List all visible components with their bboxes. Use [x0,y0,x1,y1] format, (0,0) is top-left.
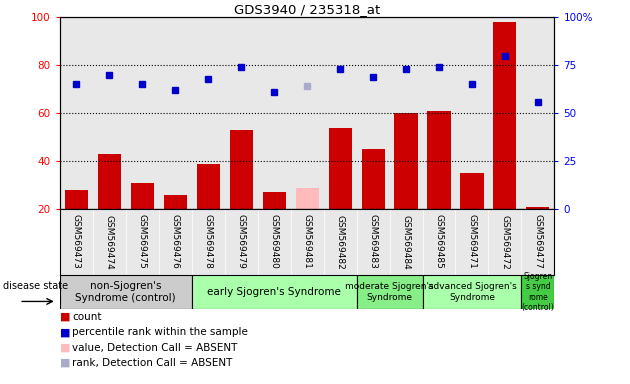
Text: GSM569480: GSM569480 [270,215,278,269]
Text: ■: ■ [60,312,71,322]
Text: Sjogren
s synd
rome
(control): Sjogren s synd rome (control) [522,272,554,312]
Bar [522,275,554,309]
Text: early Sjogren's Syndrome: early Sjogren's Syndrome [207,287,341,297]
Text: GSM569474: GSM569474 [105,215,114,269]
Text: rank, Detection Call = ABSENT: rank, Detection Call = ABSENT [72,358,233,368]
Text: GSM569476: GSM569476 [171,215,180,269]
Bar [394,113,418,209]
Text: GSM569485: GSM569485 [435,215,444,269]
Bar [230,130,253,209]
Bar [197,164,220,209]
Bar [357,275,423,309]
Text: non-Sjogren's
Syndrome (control): non-Sjogren's Syndrome (control) [76,281,176,303]
Bar [295,188,319,209]
Text: value, Detection Call = ABSENT: value, Detection Call = ABSENT [72,343,238,353]
Bar [164,195,186,209]
Title: GDS3940 / 235318_at: GDS3940 / 235318_at [234,3,381,16]
Bar [329,127,352,209]
Text: GSM569484: GSM569484 [401,215,411,269]
Bar [131,183,154,209]
Text: GSM569479: GSM569479 [237,215,246,269]
Text: GSM569477: GSM569477 [534,215,542,269]
Text: ■: ■ [60,343,71,353]
Text: moderate Sjogren's
Syndrome: moderate Sjogren's Syndrome [345,282,434,301]
Bar [263,192,285,209]
Bar [527,207,549,209]
Text: ■: ■ [60,358,71,368]
Bar [98,154,121,209]
Bar [192,275,357,309]
Text: percentile rank within the sample: percentile rank within the sample [72,327,248,337]
Text: GSM569481: GSM569481 [302,215,312,269]
Text: ■: ■ [60,327,71,337]
Bar [461,173,483,209]
Text: GSM569472: GSM569472 [500,215,510,269]
Bar [362,149,384,209]
Bar [60,275,192,309]
Bar [428,111,450,209]
Text: GSM569478: GSM569478 [203,215,213,269]
Text: GSM569483: GSM569483 [369,215,377,269]
Text: GSM569473: GSM569473 [72,215,81,269]
Text: count: count [72,312,102,322]
Text: GSM569475: GSM569475 [138,215,147,269]
Bar [65,190,88,209]
Bar [423,275,522,309]
Text: GSM569471: GSM569471 [467,215,476,269]
Bar [493,22,517,209]
Text: advanced Sjogren's
Syndrome: advanced Sjogren's Syndrome [428,282,517,301]
Text: GSM569482: GSM569482 [336,215,345,269]
Text: disease state: disease state [3,281,68,291]
